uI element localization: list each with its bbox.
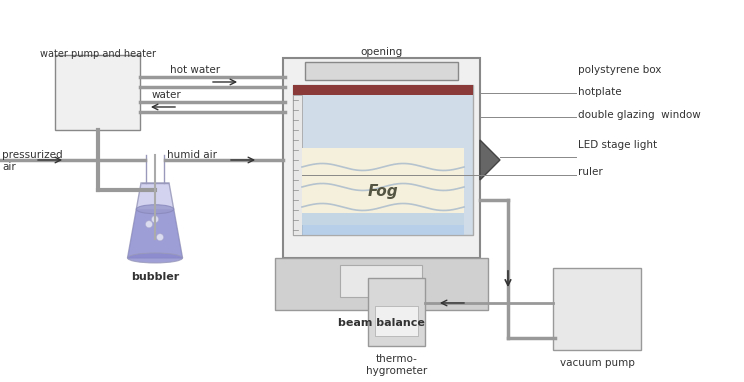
Text: water pump and heater: water pump and heater — [39, 49, 155, 59]
Circle shape — [152, 216, 158, 223]
Ellipse shape — [136, 205, 174, 214]
Bar — [340, 265, 422, 297]
Bar — [293, 85, 473, 235]
Bar — [553, 268, 641, 350]
Polygon shape — [127, 183, 182, 258]
Ellipse shape — [127, 253, 182, 263]
Bar — [302, 148, 464, 225]
Polygon shape — [480, 140, 500, 180]
Bar — [293, 85, 473, 95]
Text: ruler: ruler — [578, 167, 603, 177]
Bar — [375, 306, 418, 336]
Circle shape — [156, 234, 164, 241]
Bar — [368, 278, 425, 346]
Text: beam balance: beam balance — [338, 318, 425, 328]
Polygon shape — [127, 209, 182, 258]
Text: double glazing  window: double glazing window — [578, 110, 701, 120]
Bar — [305, 62, 458, 80]
Text: humid air: humid air — [167, 150, 217, 160]
Bar — [275, 258, 488, 310]
Text: vacuum pump: vacuum pump — [559, 358, 635, 368]
Text: LED stage light: LED stage light — [578, 140, 657, 150]
Circle shape — [146, 221, 153, 228]
Text: opening: opening — [361, 47, 403, 57]
Text: hot water: hot water — [170, 65, 220, 75]
Text: pressurized
air: pressurized air — [2, 150, 62, 172]
Text: Fog: Fog — [368, 184, 398, 199]
Bar — [302, 213, 464, 235]
Bar — [55, 55, 140, 130]
Text: bubbler: bubbler — [131, 272, 179, 282]
Bar — [293, 95, 302, 235]
Text: water: water — [152, 90, 182, 100]
Text: hotplate: hotplate — [578, 87, 621, 97]
Bar — [283, 58, 480, 258]
Text: polystyrene box: polystyrene box — [578, 65, 661, 75]
Text: thermo-
hygrometer: thermo- hygrometer — [366, 354, 427, 376]
